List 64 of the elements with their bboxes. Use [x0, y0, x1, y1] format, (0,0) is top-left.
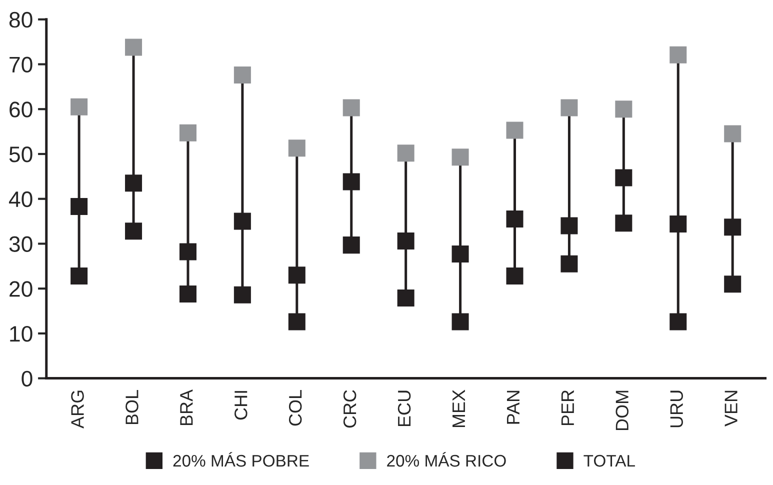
legend-label: 20% MÁS POBRE [173, 452, 309, 467]
point [397, 144, 414, 162]
point [125, 38, 142, 56]
x-tick-label: CRC [343, 390, 356, 428]
point [452, 148, 469, 166]
point [179, 124, 196, 142]
point [70, 268, 88, 285]
point [288, 266, 306, 284]
point [724, 218, 742, 236]
y-tick-label: 0 [22, 370, 32, 387]
point [724, 276, 742, 293]
x-tick-label: MEX [452, 390, 465, 428]
point [342, 99, 360, 116]
x-tick-label: PAN [506, 390, 520, 424]
y-tick-label: 40 [8, 191, 32, 208]
y-tick-label: 10 [10, 326, 32, 342]
point [560, 255, 578, 272]
point [397, 289, 414, 306]
y-tick-label: 70 [10, 56, 32, 73]
x-tick-label: DOM [616, 390, 629, 430]
x-tick-label: PER [561, 390, 574, 426]
y-tick-label: 80 [9, 12, 32, 28]
x-tick-label: BRA [180, 389, 193, 426]
point [179, 285, 196, 302]
point [125, 174, 142, 192]
point [670, 215, 687, 232]
point [506, 268, 524, 285]
y-tick-label: 50 [9, 146, 32, 162]
point [724, 125, 742, 142]
point [288, 140, 306, 157]
x-tick-label: ECU [398, 390, 411, 426]
x-tick-label: COL [288, 390, 302, 426]
point [70, 98, 88, 116]
point [70, 198, 88, 215]
point [397, 232, 414, 250]
point [670, 46, 687, 64]
x-tick-label: URU [670, 390, 683, 428]
y-tick-label: 20 [10, 281, 32, 297]
x-tick-label: CHI [234, 391, 248, 420]
y-tick-label: 30 [9, 236, 32, 252]
point [560, 99, 578, 116]
legend-label: TOTAL [584, 454, 635, 467]
point [288, 313, 306, 330]
x-tick-label: VEN [724, 390, 738, 426]
legend-label: 20% MÁS RICO [387, 452, 506, 467]
x-tick-label: ARG [71, 390, 84, 428]
point [506, 122, 524, 139]
point [342, 236, 360, 254]
point [452, 246, 469, 263]
point [234, 286, 251, 304]
point [452, 313, 469, 330]
point [615, 169, 632, 186]
point [342, 173, 360, 190]
x-tick-label: BOL [126, 390, 138, 424]
point [234, 66, 251, 84]
point [234, 212, 251, 230]
point [125, 222, 142, 240]
point [560, 217, 578, 234]
point [615, 100, 632, 118]
point [615, 214, 632, 232]
point [506, 210, 524, 228]
y-tick-label: 60 [10, 102, 32, 118]
point [179, 243, 196, 260]
point [670, 313, 687, 330]
